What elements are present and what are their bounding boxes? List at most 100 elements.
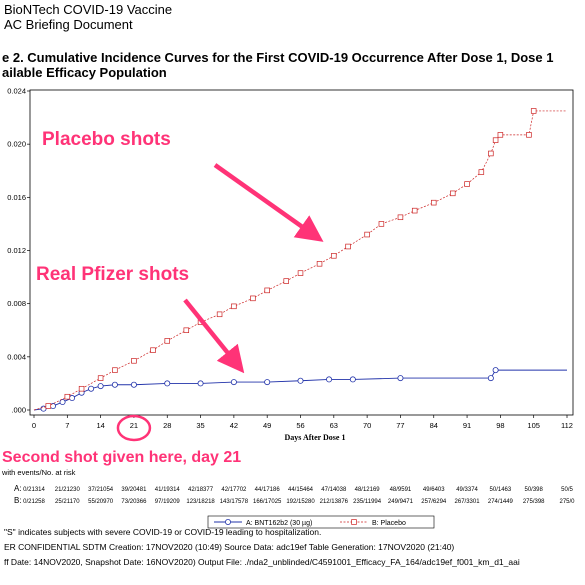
marker-placebo: [488, 150, 494, 157]
marker-bnt162b2: [164, 380, 171, 387]
x-tick-label: 91: [463, 421, 471, 430]
risk-table-heading: with events/No. at risk: [1, 468, 76, 477]
risk-cell: 37/21054: [88, 487, 114, 493]
marker-bnt162b2: [492, 367, 499, 374]
legend-label-bnt162b2: A: BNT162b2 (30 µg): [246, 520, 312, 527]
risk-cell: 249/9471: [388, 499, 414, 505]
risk-cell: 275/398: [523, 499, 545, 505]
marker-placebo: [492, 137, 499, 143]
x-tick-label: 14: [96, 421, 104, 430]
marker-placebo: [297, 270, 304, 276]
chart-legend: A: BNT162b2 (30 µg) B: Placebo: [207, 515, 435, 529]
marker-placebo: [526, 132, 532, 138]
marker-placebo: [378, 221, 385, 227]
marker-placebo: [530, 108, 537, 114]
legend-box: [207, 515, 435, 529]
x-tick-label: 105: [527, 421, 540, 430]
x-tick-label: 63: [330, 421, 338, 430]
marker-placebo: [431, 199, 437, 206]
figure-title-line1: e 2. Cumulative Incidence Curves for the…: [2, 50, 554, 65]
doc-header-line2: AC Briefing Document: [4, 17, 133, 32]
risk-cell: 39/20481: [121, 487, 147, 493]
x-tick-label: 28: [163, 421, 171, 430]
risk-cell: 275/0: [559, 499, 575, 505]
marker-bnt162b2: [130, 381, 137, 388]
x-tick-label: 35: [196, 421, 204, 430]
risk-cell: 21/21230: [55, 487, 81, 493]
annotation-placebo-arrow: [213, 163, 324, 242]
marker-bnt162b2: [326, 376, 333, 383]
marker-bnt162b2: [69, 395, 76, 402]
marker-placebo: [331, 253, 337, 259]
x-tick-label: 84: [430, 421, 438, 430]
risk-cell: 50/5: [561, 487, 573, 493]
series-line-bnt162b2: [33, 369, 567, 411]
marker-placebo: [397, 214, 404, 221]
annotation-pfizer-label: Real Pfizer shots: [36, 264, 189, 285]
marker-bnt162b2: [230, 379, 237, 386]
risk-cell: 41/19314: [155, 487, 181, 493]
y-tick-label: 0.012: [7, 246, 26, 255]
marker-bnt162b2: [197, 380, 204, 387]
plot-frame: [29, 89, 574, 416]
figure-title-line2: ailable Efficacy Population: [2, 65, 167, 80]
x-tick-label: 42: [230, 421, 238, 430]
risk-cell: 212/13876: [320, 499, 349, 505]
risk-cell: 55/20970: [88, 499, 114, 505]
legend-marker-bnt162b2: [224, 519, 231, 526]
marker-placebo: [231, 303, 237, 310]
annotation-layer: Placebo shots Real Pfizer shots Second sho…: [2, 129, 324, 466]
marker-placebo: [112, 367, 118, 373]
risk-cell: 73/20366: [121, 499, 147, 505]
x-tick-label: 98: [496, 421, 504, 430]
x-tick-label: 56: [296, 421, 304, 430]
risk-cell: 50/398: [525, 487, 544, 493]
marker-placebo: [316, 261, 323, 267]
risk-table: with events/No. at risk A: 0/21314 21/21230…: [1, 468, 575, 505]
risk-cell: 42/17702: [221, 487, 247, 493]
risk-cell: 44/17186: [255, 487, 281, 493]
chart-series-layer: [33, 108, 567, 412]
x-tick-label: 21: [130, 421, 138, 430]
risk-cell: 97/19209: [155, 499, 181, 505]
marker-placebo: [478, 169, 485, 175]
risk-cell: 25/21170: [55, 499, 80, 505]
marker-bnt162b2: [487, 375, 494, 382]
annotation-pfizer-arrow: [183, 298, 245, 374]
y-tick-label: 0.020: [7, 140, 26, 149]
risk-cell: 44/15464: [288, 487, 314, 493]
risk-cell: 143/17578: [220, 499, 249, 505]
legend-label-placebo: B: Placebo: [372, 520, 406, 527]
marker-bnt162b2: [349, 376, 356, 383]
marker-placebo: [150, 347, 156, 353]
risk-cell: 50/1463: [490, 487, 512, 493]
marker-placebo: [97, 375, 104, 381]
marker-placebo: [164, 338, 171, 344]
footer-line2: ER CONFIDENTIAL SDTM Creation: 17NOV2020…: [4, 542, 455, 552]
x-tick-label: 70: [363, 421, 371, 430]
annotation-second-shot: Second shot given here, day 21: [2, 449, 241, 466]
risk-cell: 49/3374: [456, 487, 478, 493]
x-tick-label: 7: [65, 421, 69, 430]
marker-placebo: [464, 181, 470, 187]
marker-placebo: [264, 287, 270, 294]
marker-placebo: [183, 327, 190, 334]
marker-bnt162b2: [111, 381, 118, 388]
risk-cell: 235/11994: [353, 499, 382, 505]
risk-cell: 123/18218: [186, 499, 215, 505]
risk-cell: 267/3301: [455, 499, 481, 505]
x-tick-label: 112: [561, 421, 573, 430]
y-tick-label: 0.016: [7, 193, 26, 202]
day21-highlight-circle: [116, 414, 152, 442]
marker-placebo: [250, 295, 256, 302]
marker-placebo: [497, 132, 504, 138]
series-line-placebo: [33, 110, 567, 411]
risk-cell: 192/15280: [286, 499, 315, 505]
legend-marker-placebo: [351, 519, 357, 525]
risk-cell: 48/12169: [355, 487, 381, 493]
y-tick-label: 0.008: [7, 299, 26, 308]
risk-cell: 257/6294: [421, 499, 447, 505]
footer-line3: ff Date: 14NOV2020, Snapshot Date: 16NOV…: [4, 557, 520, 567]
marker-placebo: [283, 278, 289, 284]
